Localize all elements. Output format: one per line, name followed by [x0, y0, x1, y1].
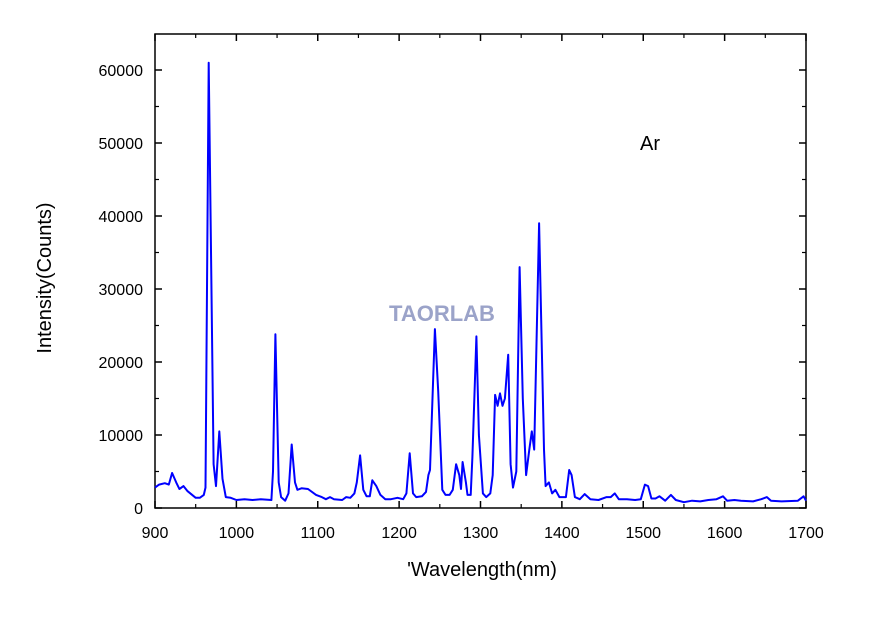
- y-tick-label: 10000: [99, 428, 144, 445]
- y-tick-label: 30000: [99, 282, 144, 299]
- y-tick-labels: 0 10000 20000 30000 40000 50000 60000: [99, 63, 144, 518]
- x-tick-label: 1300: [463, 525, 499, 542]
- plot-frame: [154, 33, 807, 509]
- x-tick-labels: 900 1000 1100 1200 1300 1400 1500 1600 1700: [142, 525, 824, 542]
- x-tick-label: 1700: [788, 525, 824, 542]
- ticks: [154, 34, 807, 509]
- y-axis-title: Intensity(Counts): [34, 202, 56, 353]
- y-tick-label: 40000: [99, 209, 144, 226]
- x-tick-label: 1000: [219, 525, 255, 542]
- series-line: [154, 61, 807, 504]
- x-tick-label: 1100: [301, 525, 336, 542]
- y-tick-label: 0: [134, 501, 143, 518]
- x-tick-label: 1400: [544, 525, 580, 542]
- y-tick-label: 60000: [99, 63, 144, 80]
- annotation-ar: Ar: [640, 133, 660, 155]
- x-tick-label: 900: [142, 525, 169, 542]
- x-tick-label: 1600: [707, 525, 743, 542]
- x-tick-label: 1200: [381, 525, 417, 542]
- y-tick-label: 20000: [99, 355, 144, 372]
- x-tick-label: 1500: [625, 525, 661, 542]
- watermark: TAORLAB: [389, 301, 495, 326]
- x-axis-title: 'Wavelength(nm): [407, 559, 557, 581]
- y-tick-label: 50000: [99, 136, 144, 153]
